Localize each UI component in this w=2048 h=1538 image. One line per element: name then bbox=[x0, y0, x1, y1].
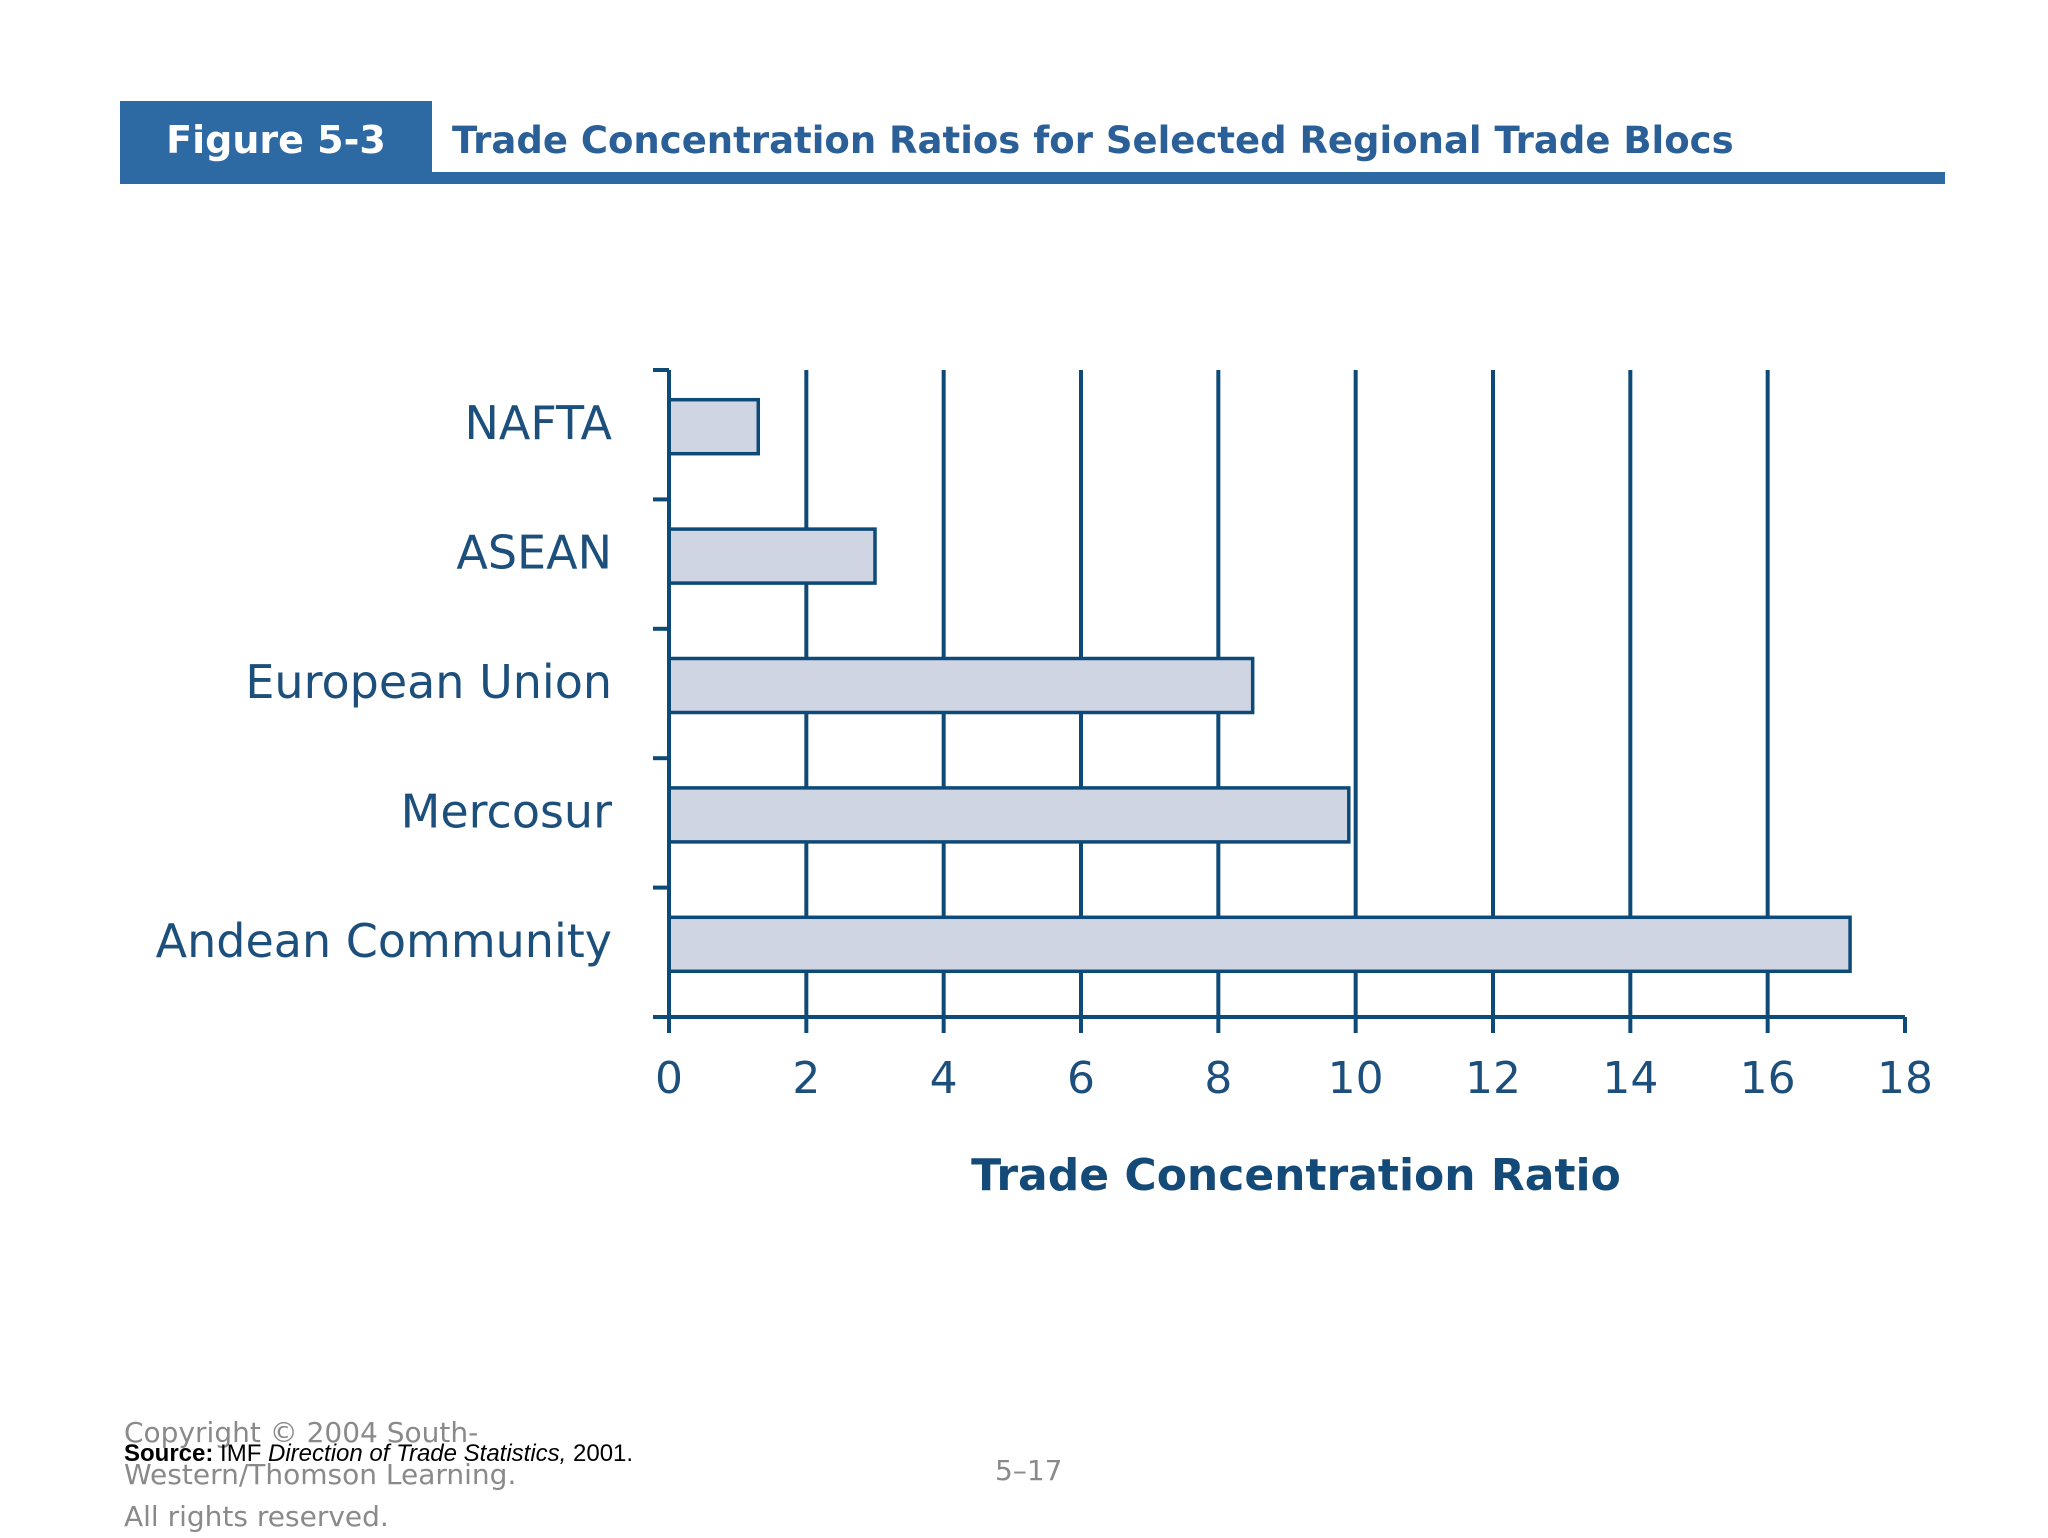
copyright-line-1: Copyright © 2004 South- bbox=[124, 1416, 479, 1449]
category-label-mercosur: Mercosur bbox=[401, 784, 612, 838]
copyright-line-2: Western/Thomson Learning. bbox=[124, 1458, 517, 1491]
bar-andean-community bbox=[667, 915, 1852, 974]
x-tick-label-2: 2 bbox=[792, 1053, 820, 1104]
source-note: Source: IMF Direction of Trade Statistic… bbox=[124, 1440, 633, 1468]
source-label: Source: bbox=[124, 1440, 214, 1467]
category-label-european-union: European Union bbox=[245, 655, 612, 709]
x-tick-label-6: 6 bbox=[1067, 1053, 1095, 1104]
labels: NAFTA ASEAN European Union Mercosur Andean C… bbox=[156, 396, 1933, 1201]
bar-european-union bbox=[667, 656, 1255, 715]
figure-title: Trade Concentration Ratios for Selected … bbox=[452, 118, 1734, 162]
x-tick-label-16: 16 bbox=[1740, 1053, 1796, 1104]
copyright-line-3: All rights reserved. bbox=[124, 1500, 389, 1533]
copyright-notice: Copyright © 2004 South- Western/Thomson … bbox=[124, 1412, 604, 1538]
source-publication: Direction of Trade Statistics, bbox=[268, 1440, 567, 1467]
x-tick-label-18: 18 bbox=[1877, 1053, 1933, 1104]
header-rule bbox=[120, 172, 1945, 184]
x-tick-label-8: 8 bbox=[1204, 1053, 1232, 1104]
axes bbox=[653, 368, 1907, 1033]
x-axis-title: Trade Concentration Ratio bbox=[971, 1150, 1621, 1201]
x-tick-label-12: 12 bbox=[1465, 1053, 1521, 1104]
figure-label: Figure 5-3 bbox=[166, 117, 386, 162]
bars bbox=[667, 397, 1852, 974]
x-tick-label-0: 0 bbox=[655, 1053, 683, 1104]
bar-mercosur bbox=[667, 786, 1351, 844]
figure-label-box: Figure 5-3 bbox=[120, 101, 432, 178]
page-number: 5–17 bbox=[995, 1454, 1063, 1487]
bar-asean bbox=[667, 527, 877, 585]
category-label-andean-community: Andean Community bbox=[156, 914, 612, 968]
category-label-nafta: NAFTA bbox=[464, 396, 612, 450]
category-label-asean: ASEAN bbox=[456, 526, 612, 580]
source-year: 2001. bbox=[566, 1440, 634, 1467]
bar-nafta bbox=[667, 397, 761, 456]
x-tick-label-14: 14 bbox=[1602, 1053, 1658, 1104]
source-publisher: IMF bbox=[213, 1440, 269, 1467]
x-tick-label-4: 4 bbox=[930, 1053, 958, 1104]
x-tick-label-10: 10 bbox=[1328, 1053, 1384, 1104]
